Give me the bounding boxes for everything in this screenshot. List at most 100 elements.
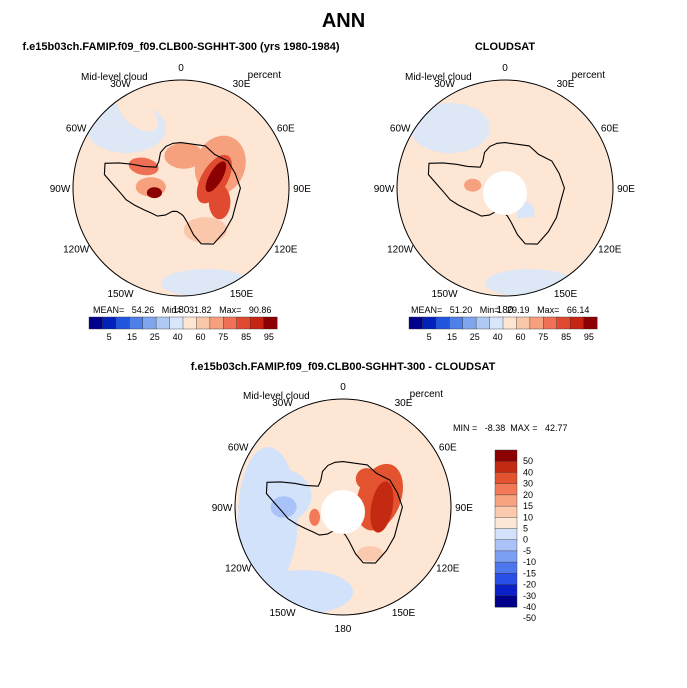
colorbar-swatch <box>494 550 518 563</box>
colorbar-swatch <box>502 316 517 330</box>
colorbar-swatch <box>583 316 598 330</box>
colorbar: 5 15 25 40 60 75 85 95 <box>408 316 598 342</box>
lon-label: 30W <box>110 79 131 90</box>
colorbar-swatch <box>494 573 518 586</box>
colorbar-tick-label: -30 <box>523 591 536 601</box>
panel-title: f.e15b03ch.FAMIP.f09_f09.CLB00-SGHHT-300… <box>191 361 496 373</box>
colorbar-swatch <box>209 316 224 330</box>
colorbar-swatch <box>494 483 518 496</box>
colorbar-tick-label: -5 <box>523 546 531 556</box>
colorbar-swatch <box>169 316 184 330</box>
colorbar: 5 15 25 40 60 75 85 95 <box>88 316 278 342</box>
colorbar-swatch <box>494 494 518 507</box>
variable-label: Mid-level cloud <box>405 72 472 83</box>
lon-label: 30E <box>233 79 251 90</box>
map-panel-2: CLOUDSAT Mid-level cloud percent 0 30E 60E 90E… <box>374 41 636 342</box>
contour-region <box>270 496 297 518</box>
lon-label: 0 <box>340 382 346 393</box>
contour-region <box>117 94 158 132</box>
colorbar-tick-label: 0 <box>523 535 528 545</box>
colorbar-swatch <box>115 316 130 330</box>
lon-label: 150E <box>230 289 254 300</box>
colorbar-swatch <box>435 316 450 330</box>
lon-label: 90E <box>617 184 635 195</box>
lon-label: 90W <box>50 184 71 195</box>
lon-label: 180 <box>497 305 514 316</box>
colorbar-swatch <box>494 517 518 529</box>
colorbar-tick-label: -15 <box>523 568 536 578</box>
panel-stats: MEAN= 51.20 Min= 29.19 Max= 66.14 <box>411 305 589 315</box>
units-label: percent <box>572 70 606 81</box>
lon-label: 150E <box>392 608 416 619</box>
colorbar-swatch <box>142 316 157 330</box>
lon-label: 60E <box>439 443 457 454</box>
colorbar-tick-label: 40 <box>493 332 503 342</box>
lon-label: 30W <box>272 398 293 409</box>
colorbar-tick-label: 15 <box>523 501 533 511</box>
lon-label: 150W <box>107 289 134 300</box>
colorbar-tick-label: 75 <box>218 332 228 342</box>
lon-label: 90E <box>293 184 311 195</box>
missing-data-hole <box>483 171 527 215</box>
lon-label: 30W <box>434 79 455 90</box>
variable-label: Mid-level cloud <box>81 72 148 83</box>
colorbar-swatch <box>494 472 518 485</box>
colorbar-swatch <box>516 316 531 330</box>
contour-region <box>370 481 394 533</box>
colorbar-swatch <box>494 539 518 552</box>
colorbar-swatch <box>422 316 437 330</box>
colorbar-tick-label: -20 <box>523 580 536 590</box>
contour-region <box>164 142 204 169</box>
contour-region <box>397 155 462 221</box>
lon-label: 90W <box>374 184 395 195</box>
colorbar-swatch <box>475 316 491 330</box>
lon-label: 90E <box>455 503 473 514</box>
lon-label: 120E <box>436 564 460 575</box>
map-boundary <box>234 398 452 616</box>
colorbar-swatch <box>155 316 171 330</box>
lon-label: 90W <box>212 503 233 514</box>
lon-label: 150E <box>554 289 578 300</box>
map-boundary <box>396 79 614 297</box>
panel-stats: MIN = -8.38 MAX = 42.77 <box>453 423 568 433</box>
colorbar-swatch <box>263 316 278 330</box>
colorbar-tick-label: 75 <box>538 332 548 342</box>
colorbar-tick-label: 40 <box>523 467 533 477</box>
colorbar-tick-label: -10 <box>523 557 536 567</box>
contour-region <box>357 546 383 562</box>
field-patch <box>410 103 490 153</box>
panel-stats: MEAN= 54.26 Min= 31.82 Max= 90.86 <box>93 305 271 315</box>
colorbar-tick-label: 85 <box>241 332 251 342</box>
colorbar-swatch <box>494 528 518 541</box>
map-panel-1: f.e15b03ch.FAMIP.f09_f09.CLB00-SGHHT-300… <box>22 41 339 342</box>
lon-label: 120E <box>274 245 298 256</box>
colorbar-tick-label: 15 <box>127 332 137 342</box>
lon-label: 0 <box>178 63 184 74</box>
colorbar-swatch <box>182 316 197 330</box>
page-title: ANN <box>321 10 366 32</box>
colorbar-swatch <box>489 316 504 330</box>
colorbar-swatch <box>129 316 144 330</box>
antarctica-coastline <box>103 142 241 245</box>
map-panel-3: f.e15b03ch.FAMIP.f09_f09.CLB00-SGHHT-300… <box>191 361 568 635</box>
colorbar-tick-label: 30 <box>523 479 533 489</box>
colorbar-swatch <box>196 316 211 330</box>
units-label: percent <box>248 70 282 81</box>
colorbar-tick-label: 5 <box>427 332 432 342</box>
lon-label: 180 <box>335 624 352 635</box>
contour-region <box>183 217 227 244</box>
lon-label: 60W <box>228 443 249 454</box>
colorbar-tick-label: 5 <box>107 332 112 342</box>
contour-region <box>464 178 482 192</box>
colorbar-swatch <box>449 316 464 330</box>
colorbar-tick-label: 25 <box>470 332 480 342</box>
colorbar-tick-label: 60 <box>515 332 525 342</box>
contour-region <box>146 187 162 199</box>
contour-region <box>205 161 227 193</box>
lon-label: 30E <box>395 398 413 409</box>
panel-title: f.e15b03ch.FAMIP.f09_f09.CLB00-SGHHT-300… <box>22 41 339 53</box>
colorbar-swatch <box>543 316 558 330</box>
colorbar-swatch <box>408 316 423 330</box>
units-label: percent <box>410 389 444 400</box>
